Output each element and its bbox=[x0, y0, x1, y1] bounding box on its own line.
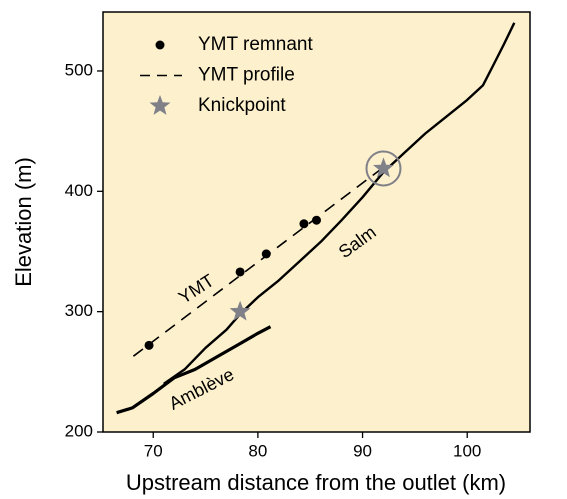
ymt-remnant bbox=[261, 249, 271, 259]
y-axis-title: Elevation (m) bbox=[11, 157, 36, 287]
x-tick-label: 100 bbox=[453, 441, 481, 460]
ymt-remnant bbox=[235, 267, 245, 277]
knickpoint bbox=[229, 300, 251, 321]
legend-label: YMT profile bbox=[198, 65, 295, 86]
knickpoint bbox=[373, 157, 394, 178]
legend-label: Knickpoint bbox=[198, 95, 286, 116]
y-tick-label: 300 bbox=[65, 301, 93, 320]
legend-symbol bbox=[155, 40, 165, 50]
river-profile bbox=[116, 325, 272, 415]
legend-symbol bbox=[149, 95, 171, 115]
legend-label: YMT remnant bbox=[198, 34, 313, 55]
plot-frame bbox=[102, 11, 531, 433]
ymt-remnant bbox=[299, 219, 309, 229]
x-tick-label: 90 bbox=[353, 441, 372, 460]
y-tick-label: 200 bbox=[65, 421, 93, 440]
x-tick-label: 70 bbox=[144, 441, 163, 460]
river-profile bbox=[163, 22, 516, 385]
x-axis-title: Upstream distance from the outlet (km) bbox=[126, 470, 506, 495]
y-tick-label: 500 bbox=[65, 60, 93, 79]
ymt-profile bbox=[132, 166, 384, 357]
y-tick-label: 400 bbox=[65, 181, 93, 200]
x-tick-label: 80 bbox=[248, 441, 267, 460]
knickpoint-circle bbox=[365, 150, 402, 187]
ymt-remnant bbox=[312, 215, 321, 225]
